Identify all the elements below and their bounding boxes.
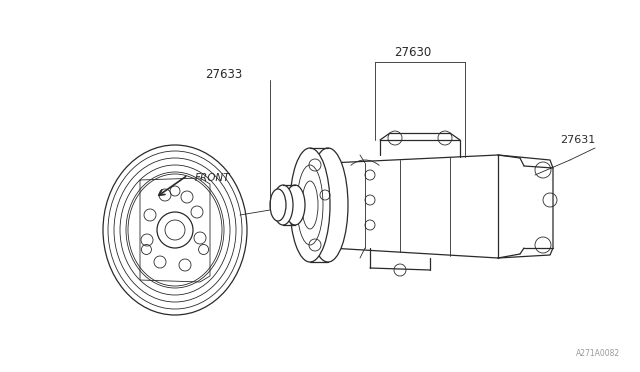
Text: 27630: 27630 <box>394 45 431 58</box>
Text: 27633: 27633 <box>205 68 243 81</box>
Ellipse shape <box>273 185 293 225</box>
Ellipse shape <box>290 148 330 262</box>
Circle shape <box>165 220 185 240</box>
Text: A271A0082: A271A0082 <box>576 349 620 358</box>
Circle shape <box>191 206 203 218</box>
Ellipse shape <box>285 185 305 225</box>
Circle shape <box>157 212 193 248</box>
Ellipse shape <box>302 181 318 229</box>
Circle shape <box>144 209 156 221</box>
Ellipse shape <box>314 158 346 252</box>
Circle shape <box>181 191 193 203</box>
Circle shape <box>194 232 206 244</box>
Circle shape <box>179 259 191 271</box>
Circle shape <box>154 256 166 268</box>
Text: 27631: 27631 <box>560 135 595 145</box>
Ellipse shape <box>103 145 247 315</box>
Ellipse shape <box>270 189 286 221</box>
Ellipse shape <box>297 165 323 245</box>
Circle shape <box>159 189 171 201</box>
Ellipse shape <box>308 148 348 262</box>
Ellipse shape <box>128 174 222 286</box>
Text: FRONT: FRONT <box>195 173 230 183</box>
Circle shape <box>141 234 153 246</box>
